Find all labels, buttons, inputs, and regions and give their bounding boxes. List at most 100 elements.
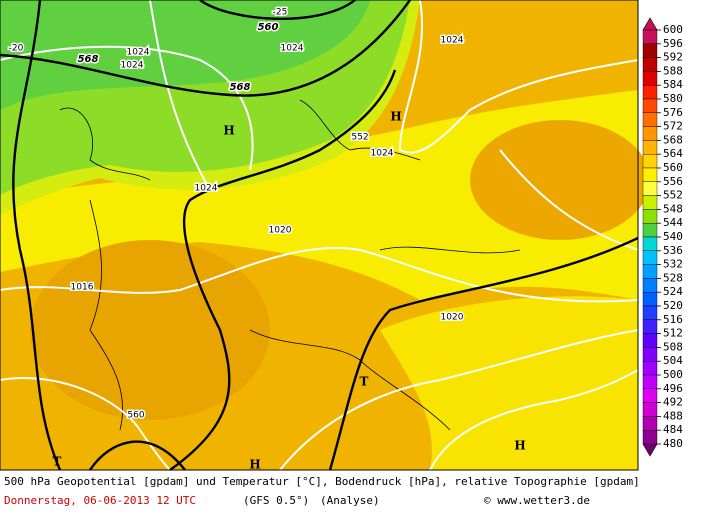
legend-label: 492 bbox=[663, 396, 683, 409]
legend-swatch bbox=[642, 222, 658, 238]
isobar-label: 1024 bbox=[281, 44, 304, 54]
contour-label: 560 bbox=[258, 22, 279, 33]
caption: 500 hPa Geopotential [gpdam] und Tempera… bbox=[4, 475, 640, 507]
legend-label: 584 bbox=[663, 78, 683, 91]
isobar-label: 1024 bbox=[121, 61, 144, 71]
legend-label: 496 bbox=[663, 382, 683, 395]
region-560 bbox=[380, 296, 638, 470]
isobar-label: 1020 bbox=[269, 226, 292, 236]
legend-label: 596 bbox=[663, 37, 683, 50]
legend-swatch bbox=[642, 57, 658, 72]
legend-label: 516 bbox=[663, 313, 683, 326]
legend-arrow-top bbox=[642, 17, 658, 31]
contour-label: 552 bbox=[351, 133, 368, 143]
legend-swatch bbox=[642, 43, 658, 58]
legend-swatch bbox=[642, 430, 658, 445]
legend-swatch bbox=[642, 71, 658, 86]
legend-label: 572 bbox=[663, 120, 683, 133]
isobar-label: 1020 bbox=[441, 313, 464, 323]
legend-label: 488 bbox=[663, 409, 683, 422]
caption-title: 500 hPa Geopotential [gpdam] und Tempera… bbox=[4, 475, 640, 488]
legend-swatch bbox=[642, 333, 658, 348]
legend-swatch bbox=[642, 29, 658, 45]
pressure-center: H bbox=[249, 458, 260, 472]
legend-swatch bbox=[642, 416, 658, 431]
isobars bbox=[0, 0, 639, 471]
legend-label: 512 bbox=[663, 327, 683, 340]
legend-swatch bbox=[642, 153, 658, 169]
pressure-center: T bbox=[53, 455, 62, 469]
contour-label: 568 bbox=[230, 82, 251, 93]
map-frame bbox=[0, 0, 639, 471]
pressure-center: H bbox=[223, 124, 234, 138]
caption-date: Donnerstag, 06-06-2013 12 UTC bbox=[4, 494, 196, 507]
legend-swatch bbox=[642, 126, 658, 141]
legend-swatch bbox=[642, 250, 658, 265]
caption-model: (GFS 0.5°) bbox=[243, 494, 309, 507]
caption-run: (Analyse) bbox=[320, 494, 380, 507]
legend-swatch bbox=[642, 278, 658, 293]
legend-swatch bbox=[642, 388, 658, 403]
legend-swatch bbox=[642, 347, 658, 362]
isobar-label: 1024 bbox=[371, 149, 394, 159]
legend-swatch bbox=[642, 319, 658, 334]
legend-label: 540 bbox=[663, 230, 683, 243]
pressure-center: H bbox=[514, 439, 525, 453]
legend-label: 576 bbox=[663, 106, 683, 119]
legend-label: 592 bbox=[663, 51, 683, 64]
map: -25 560 -20 1024 1024 1024 1024 568 568 … bbox=[0, 0, 650, 472]
pressure-center: H bbox=[390, 110, 401, 124]
contour-label: -25 bbox=[273, 8, 288, 18]
legend-label: 520 bbox=[663, 299, 683, 312]
legend-swatch bbox=[642, 209, 658, 224]
caption-credit: © www.wetter3.de bbox=[484, 494, 590, 507]
legend-label: 508 bbox=[663, 340, 683, 353]
legend-label: 560 bbox=[663, 161, 683, 174]
legend-label: 548 bbox=[663, 202, 683, 215]
region-556 bbox=[0, 90, 638, 300]
region-568 bbox=[470, 120, 650, 240]
contour-label: -20 bbox=[9, 44, 24, 54]
legend-swatch bbox=[642, 305, 658, 321]
pressure-center: T bbox=[360, 375, 369, 389]
legend-label: 556 bbox=[663, 175, 683, 188]
isobar-label: 1024 bbox=[195, 184, 218, 194]
legend-label: 544 bbox=[663, 216, 683, 229]
legend-label: 524 bbox=[663, 285, 683, 298]
legend-label: 552 bbox=[663, 189, 683, 202]
region-568 bbox=[30, 240, 270, 420]
isobar-label: 1024 bbox=[441, 36, 464, 46]
legend-label: 580 bbox=[663, 92, 683, 105]
legend-swatch bbox=[642, 374, 658, 390]
legend-swatch bbox=[642, 140, 658, 155]
legend-label: 532 bbox=[663, 258, 683, 271]
legend-swatch bbox=[642, 84, 658, 100]
legend-label: 588 bbox=[663, 64, 683, 77]
geopotential-contours bbox=[0, 0, 639, 471]
legend-swatch bbox=[642, 181, 658, 196]
legend-label: 600 bbox=[663, 23, 683, 36]
legend-label: 528 bbox=[663, 271, 683, 284]
legend-label: 480 bbox=[663, 437, 683, 450]
contour-label: 568 bbox=[78, 54, 99, 65]
legend-label: 568 bbox=[663, 133, 683, 146]
legend-label: 500 bbox=[663, 368, 683, 381]
legend-label: 484 bbox=[663, 423, 683, 436]
legend: 6005965925885845805765725685645605565525… bbox=[642, 17, 683, 457]
legend-swatch bbox=[642, 195, 658, 210]
isobar-label: 1024 bbox=[127, 48, 150, 58]
coastlines bbox=[59, 99, 521, 431]
legend-swatch bbox=[642, 402, 658, 417]
contour-label: 560 bbox=[127, 411, 144, 421]
legend-label: 564 bbox=[663, 147, 683, 160]
legend-label: 536 bbox=[663, 244, 683, 257]
legend-swatch bbox=[642, 361, 658, 376]
legend-arrow-bottom bbox=[642, 443, 658, 457]
legend-swatch bbox=[642, 98, 658, 114]
legend-swatch bbox=[642, 236, 658, 252]
legend-swatch bbox=[642, 112, 658, 127]
legend-label: 504 bbox=[663, 354, 683, 367]
legend-swatch bbox=[642, 167, 658, 183]
legend-swatch bbox=[642, 264, 658, 279]
